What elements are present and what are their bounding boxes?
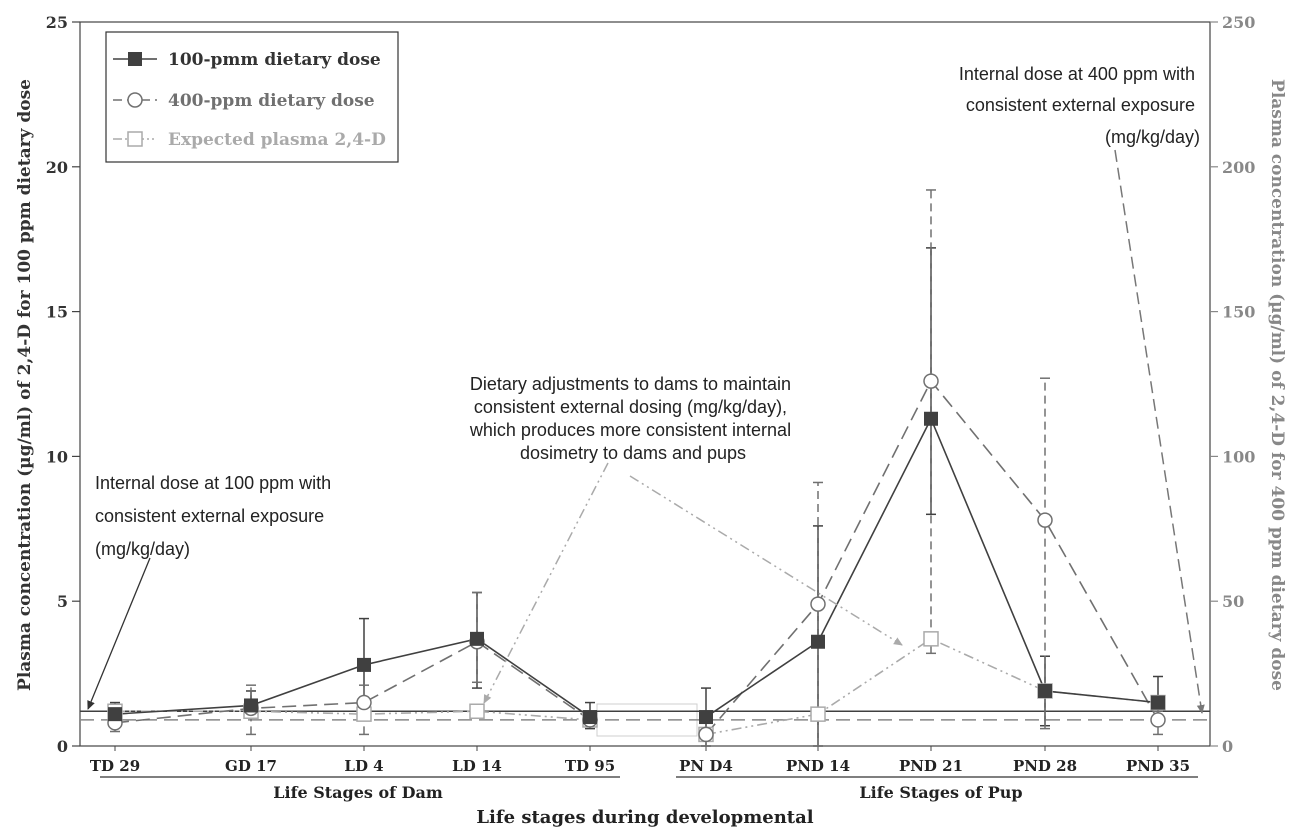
y-right-axis-title: Plasma concentration (µg/ml) of 2,4-D fo… <box>1267 79 1287 691</box>
y-left-tick-label: 15 <box>46 303 68 322</box>
dam-group-label: Life Stages of Dam <box>273 783 443 802</box>
marker-expected <box>923 631 939 647</box>
marker-100ppm <box>583 710 597 725</box>
x-tick-label: PN D4 <box>679 757 733 775</box>
x-tick-label: TD 29 <box>90 757 140 775</box>
y-right-tick-label: 200 <box>1222 158 1255 177</box>
reference-lines <box>80 710 1210 721</box>
marker-100ppm <box>924 411 938 426</box>
y-right-tick-label: 100 <box>1222 447 1255 466</box>
y-right-tick-label: 250 <box>1222 13 1255 32</box>
svg-text:Expected plasma 2,4-D: Expected plasma 2,4-D <box>168 130 386 150</box>
x-tick-label: LD 14 <box>452 757 502 775</box>
y-right-tick-label: 50 <box>1222 592 1244 611</box>
legend-item-expected: Expected plasma 2,4-D <box>113 130 386 150</box>
y-left-tick-label: 5 <box>57 592 68 611</box>
marker-100ppm <box>1151 695 1165 710</box>
marker-100ppm <box>470 631 484 646</box>
x-tick-label: TD 95 <box>565 757 615 775</box>
x-tick-label: PND 35 <box>1126 757 1190 775</box>
y-left-tick-label: 20 <box>46 158 68 177</box>
x-tick-label: PND 14 <box>786 757 850 775</box>
series-line-dam-0 <box>114 637 591 718</box>
series-markers <box>107 373 1166 743</box>
annotation-dietary-adjustments: Dietary adjustments to dams to maintain … <box>469 374 903 704</box>
y-right-tick-label: 150 <box>1222 303 1255 322</box>
marker-expected <box>810 706 826 722</box>
marker-100ppm <box>244 698 258 713</box>
x-tick-label: GD 17 <box>225 757 277 775</box>
marker-100ppm <box>108 707 122 722</box>
x-tick-label: PND 28 <box>1013 757 1077 775</box>
x-tick-label: LD 4 <box>344 757 383 775</box>
svg-text:Internal dose at 400 ppm with: Internal dose at 400 ppm with consistent… <box>959 64 1200 147</box>
y-left-axis-title: Plasma concentration (µg/ml) of 2,4-D fo… <box>15 79 35 691</box>
legend-item-400ppm: 400-ppm dietary dose <box>113 91 375 111</box>
svg-text:Internal dose at 100 ppm with: Internal dose at 100 ppm with consistent… <box>95 473 336 559</box>
pup-group-label: Life Stages of Pup <box>859 783 1022 802</box>
marker-400ppm <box>810 596 826 612</box>
y-left-tick-label: 10 <box>46 447 68 466</box>
plot-area <box>79 21 1211 747</box>
marker-400ppm <box>923 373 939 389</box>
marker-400ppm <box>698 726 714 743</box>
marker-400ppm <box>1150 712 1166 728</box>
svg-text:400-ppm dietary dose: 400-ppm dietary dose <box>168 91 375 111</box>
annotation-100ppm: Internal dose at 100 ppm with consistent… <box>87 473 336 710</box>
x-axis-title: Life stages during developmental <box>476 807 813 828</box>
x-tick-label: PND 21 <box>899 757 963 775</box>
marker-expected <box>469 703 485 719</box>
y-right-tick-label: 0 <box>1222 737 1233 756</box>
marker-100ppm <box>1038 683 1052 698</box>
svg-text:Dietary adjustments to dams to: Dietary adjustments to dams to maintain … <box>469 374 796 463</box>
error-bars <box>110 189 1163 747</box>
marker-100ppm <box>699 710 713 725</box>
y-left-tick-label: 0 <box>57 737 68 756</box>
marker-100ppm <box>357 657 371 672</box>
series-line-pup-0 <box>705 416 1159 718</box>
series-line-dam-1 <box>114 640 591 724</box>
marker-400ppm <box>1037 512 1053 528</box>
marker-100ppm <box>811 634 825 649</box>
y-left-tick-label: 25 <box>46 13 68 32</box>
svg-text:100-pmm dietary dose: 100-pmm dietary dose <box>168 50 381 70</box>
legend: 100-pmm dietary dose 400-ppm dietary dos… <box>105 31 399 163</box>
annotation-400ppm: Internal dose at 400 ppm with consistent… <box>959 64 1205 714</box>
legend-item-100ppm: 100-pmm dietary dose <box>113 50 381 70</box>
marker-400ppm <box>356 694 372 711</box>
